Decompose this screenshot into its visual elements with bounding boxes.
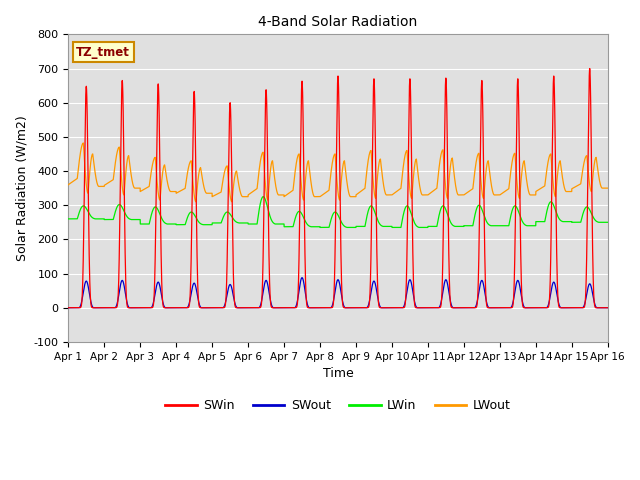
Text: TZ_tmet: TZ_tmet [76, 46, 131, 59]
Y-axis label: Solar Radiation (W/m2): Solar Radiation (W/m2) [15, 115, 28, 261]
Legend: SWin, SWout, LWin, LWout: SWin, SWout, LWin, LWout [161, 394, 515, 417]
X-axis label: Time: Time [323, 367, 353, 380]
Title: 4-Band Solar Radiation: 4-Band Solar Radiation [259, 15, 418, 29]
